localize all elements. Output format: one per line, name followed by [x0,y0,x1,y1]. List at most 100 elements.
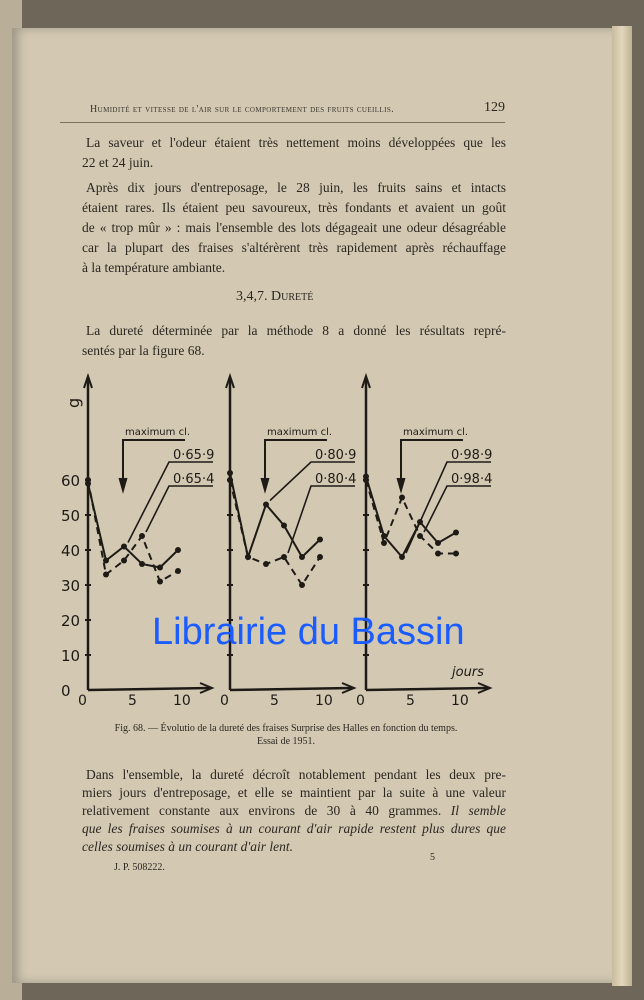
annotation-arrow [264,439,327,490]
series-line-solid [365,476,457,559]
annotation-arrowhead [396,477,406,494]
page-number: 129 [484,100,505,115]
intro-line2: sentés par la figure 68. [82,343,205,358]
data-point [85,477,91,483]
series-legend-label: 0·98·9 [451,448,492,463]
data-point [227,477,233,483]
signature-mark: 5 [430,852,435,863]
x-axis [365,686,489,692]
conclusion-line3-italic: Il semble [450,803,507,818]
legend-leader-line [269,461,355,502]
series-line-dashed [87,479,179,583]
series-line-dashed [229,479,321,587]
section-title: Dureté [271,289,314,304]
data-point [281,554,287,560]
conclusion-line3-roman: relativement constante aux environs de 3… [82,803,451,818]
data-point [245,554,251,560]
header-rule [60,122,505,123]
annotation-label: maximum cl. [267,427,332,438]
data-point [299,554,305,560]
data-point [363,477,369,483]
conclusion-line4: que les fraises soumises à un courant d'… [82,821,506,836]
data-point [399,554,405,560]
x-tick-label: 0 [356,693,365,709]
printer-mark: J. P. 508222. [114,862,165,873]
data-point [399,494,405,501]
data-point [103,557,109,564]
data-point [121,557,127,564]
x-tick-label: 5 [128,693,137,709]
data-point [175,568,181,574]
para2-line4: car la plupart des fraises s'altérèrent … [82,240,506,255]
section-number: 3,4,7. [236,289,268,304]
y-tick-label: 40 [61,542,80,560]
conclusion-line5: celles soumises à un courant d'air lent. [82,839,293,854]
para2-line1: Après dix jours d'entreposage, le 28 jui… [86,180,506,195]
caption-line1: Fig. 68. — Évolutio de la dureté des fra… [114,723,458,734]
data-point [381,533,387,539]
series-line-solid [87,483,179,569]
para1-line2: 22 et 24 juin. [82,155,154,170]
intro-line1: La dureté déterminée par la méthode 8 a … [86,323,506,338]
conclusion-line2: miers jours d'entreposage, et elle se ma… [82,785,506,800]
data-point [317,536,323,543]
series-legend-label: 0·80·4 [315,472,356,487]
data-point [139,561,145,567]
x-tick-label: 5 [406,693,415,709]
data-point [299,582,305,588]
annotation-arrow [122,439,185,490]
conclusion-line3: relativement constante aux environs de 3… [82,802,506,820]
y-axis-arrow [361,372,371,389]
book-page [12,28,616,983]
y-tick-label: 30 [61,577,80,595]
para2-line3: de « trop mûr » : mais l'ensemble des lo… [82,220,506,235]
series-line-solid [229,472,321,561]
x-axis-arrow [477,682,493,694]
data-point [435,550,441,557]
watermark: Librairie du Bassin [152,611,465,653]
data-point [281,522,287,529]
y-tick-label: 60 [61,472,80,490]
para2-line5: à la température ambiante. [82,260,226,275]
data-point [417,533,423,539]
legend-leader-line [423,485,491,533]
data-point [227,470,233,476]
x-tick-label: 5 [270,693,279,709]
data-point [317,554,323,560]
annotation-arrow [400,439,463,490]
para2-line2: étaient rares. Ils étaient peu savoureux… [82,200,506,215]
legend-leader-line [127,461,213,543]
para1-line1: La saveur et l'odeur étaient très nettem… [86,135,506,150]
series-legend-label: 0·65·9 [173,448,214,463]
annotation-arrowhead [118,477,128,494]
data-point [453,550,459,557]
data-point [103,571,109,578]
figure-caption: Fig. 68. — Évolutio de la dureté des fra… [66,722,506,748]
data-point [157,578,163,585]
page-stack-edge [612,26,632,986]
legend-leader-line [405,461,491,554]
y-tick-label: 50 [61,507,80,525]
series-legend-label: 0·80·9 [315,448,356,463]
x-axis [229,686,353,692]
x-axis-arrow [341,682,357,694]
section-heading: 3,4,7. Dureté [236,288,313,306]
conclusion-line1: Dans l'ensemble, la dureté décroît notab… [86,767,506,782]
data-point [453,529,459,536]
x-tick-label: 0 [78,693,87,709]
data-point [157,564,163,571]
x-tick-label: 0 [220,693,229,709]
data-point [263,561,269,567]
y-axis-arrow [225,372,235,389]
series-legend-label: 0·98·4 [451,472,492,487]
y-tick-label: 0 [61,682,71,700]
data-point [263,501,269,508]
x-tick-label: 10 [451,693,469,709]
annotation-label: maximum cl. [403,427,468,438]
y-tick-label: 20 [61,612,80,630]
legend-leader-line [145,485,213,533]
data-point [435,540,441,546]
y-axis-arrow [83,372,93,389]
y-tick-label: 10 [61,647,80,665]
